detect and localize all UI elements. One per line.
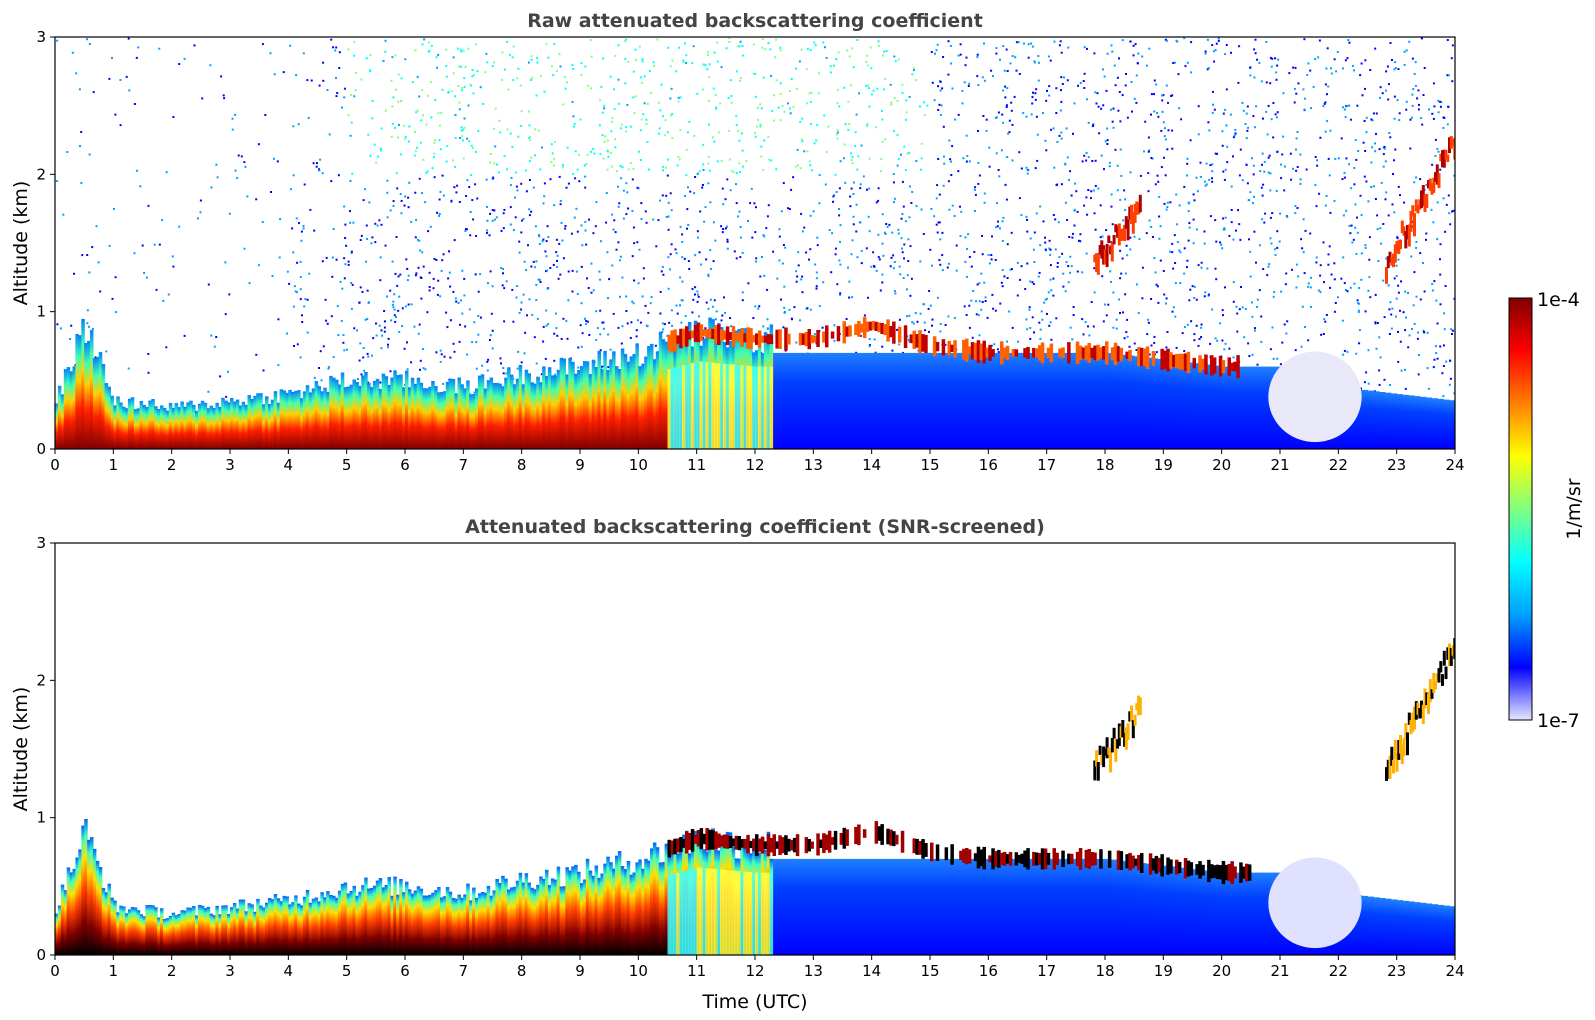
- x-tick-label: 5: [342, 962, 352, 980]
- x-tick-label: 2: [167, 456, 177, 474]
- x-tick-label: 24: [1445, 456, 1464, 474]
- x-tick-label: 4: [284, 962, 294, 980]
- x-tick-label: 19: [1154, 962, 1173, 980]
- y-tick-label: 1: [36, 303, 46, 321]
- boundary-layer: [55, 317, 774, 449]
- x-tick-label: 21: [1270, 962, 1289, 980]
- x-tick-label: 17: [1037, 962, 1056, 980]
- panel-screened-x-label: Time (UTC): [701, 991, 807, 1013]
- x-tick-label: 6: [400, 962, 410, 980]
- panel-raw-title: Raw attenuated backscattering coefficien…: [527, 10, 983, 32]
- panel-screened-y-ticks: 0 1 2 3: [36, 534, 55, 964]
- x-tick-label: 14: [862, 962, 881, 980]
- x-tick-label: 12: [745, 962, 764, 980]
- x-tick-label: 7: [459, 962, 469, 980]
- x-tick-label: 15: [920, 962, 939, 980]
- x-tick-label: 3: [225, 962, 235, 980]
- panel-screened-heatmap: [55, 638, 1455, 955]
- x-tick-label: 21: [1270, 456, 1289, 474]
- x-tick-label: 13: [804, 456, 823, 474]
- x-tick-label: 13: [804, 962, 823, 980]
- x-tick-label: 22: [1329, 456, 1348, 474]
- x-tick-label: 18: [1095, 456, 1114, 474]
- x-tick-label: 8: [517, 962, 527, 980]
- panel-raw-y-label: Altitude (km): [10, 181, 32, 306]
- y-tick-label: 3: [36, 28, 46, 46]
- x-tick-label: 20: [1212, 456, 1231, 474]
- y-tick-label: 3: [36, 534, 46, 552]
- x-tick-label: 6: [400, 456, 410, 474]
- colorbar-label: 1/m/sr: [1563, 478, 1585, 539]
- y-tick-label: 1: [36, 809, 46, 827]
- panel-screened-y-label: Altitude (km): [10, 687, 32, 812]
- y-tick-label: 2: [36, 165, 46, 183]
- low-signal-region: [772, 351, 1455, 449]
- x-tick-label: 23: [1387, 456, 1406, 474]
- elevated-layer: [667, 821, 1252, 885]
- x-tick-label: 19: [1154, 456, 1173, 474]
- x-tick-label: 10: [629, 962, 648, 980]
- x-tick-label: 10: [629, 456, 648, 474]
- x-tick-label: 22: [1329, 962, 1348, 980]
- elevated-aerosol-layer-2: [1385, 136, 1455, 284]
- x-tick-label: 17: [1037, 456, 1056, 474]
- y-tick-label: 2: [36, 671, 46, 689]
- panel-screened: Attenuated backscattering coefficient (S…: [10, 516, 1465, 1013]
- x-tick-label: 0: [50, 456, 60, 474]
- elevated-aerosol-layer-1: [1093, 194, 1142, 275]
- pale-dome: [1268, 351, 1362, 443]
- panel-raw-heatmap: [55, 37, 1455, 449]
- x-tick-label: 14: [862, 456, 881, 474]
- x-tick-label: 2: [167, 962, 177, 980]
- elevated-aerosol-layer-2: [1385, 638, 1455, 781]
- x-tick-label: 4: [284, 456, 294, 474]
- x-tick-label: 9: [575, 962, 585, 980]
- x-tick-label: 24: [1445, 962, 1464, 980]
- x-tick-label: 7: [459, 456, 469, 474]
- x-tick-label: 8: [517, 456, 527, 474]
- x-tick-label: 1: [109, 962, 119, 980]
- panel-screened-title: Attenuated backscattering coefficient (S…: [465, 516, 1045, 538]
- pale-dome: [1268, 857, 1362, 949]
- x-tick-label: 16: [979, 456, 998, 474]
- x-tick-label: 0: [50, 962, 60, 980]
- colorbar-tick-min: 1e-7: [1537, 710, 1580, 732]
- x-tick-label: 11: [687, 962, 706, 980]
- x-tick-label: 20: [1212, 962, 1231, 980]
- x-tick-label: 5: [342, 456, 352, 474]
- panel-screened-x-ticks: 0 1 2 3 4 5 6 7 8 9 10 11 12 13 14 15 16 17 18 19 20 21 22 23 24: [50, 955, 1465, 980]
- colorbar: 1e-4 1e-7 1/m/sr: [1508, 289, 1585, 732]
- x-tick-label: 12: [745, 456, 764, 474]
- y-tick-label: 0: [36, 440, 46, 458]
- x-tick-label: 9: [575, 456, 585, 474]
- colorbar-tick-max: 1e-4: [1537, 289, 1580, 311]
- x-tick-label: 18: [1095, 962, 1114, 980]
- colorbar-gradient: [1508, 297, 1533, 721]
- panel-raw-y-ticks: 0 1 2 3: [36, 28, 55, 458]
- x-tick-label: 16: [979, 962, 998, 980]
- x-tick-label: 1: [109, 456, 119, 474]
- x-tick-label: 3: [225, 456, 235, 474]
- y-tick-label: 0: [36, 946, 46, 964]
- x-tick-label: 15: [920, 456, 939, 474]
- noise-speckle: [55, 37, 1455, 403]
- x-tick-label: 11: [687, 456, 706, 474]
- boundary-layer: [55, 819, 774, 955]
- panel-raw-x-ticks: 0 1 2 3 4 5 6 7 8 9 10 11 12 13 14 15 16 17 18 19 20 21 22 23 24: [50, 449, 1465, 474]
- elevated-layer: [667, 316, 1240, 379]
- panel-raw: Raw attenuated backscattering coefficien…: [10, 10, 1465, 474]
- x-tick-label: 23: [1387, 962, 1406, 980]
- elevated-aerosol-layer-1: [1093, 695, 1142, 781]
- low-signal-region: [772, 857, 1455, 955]
